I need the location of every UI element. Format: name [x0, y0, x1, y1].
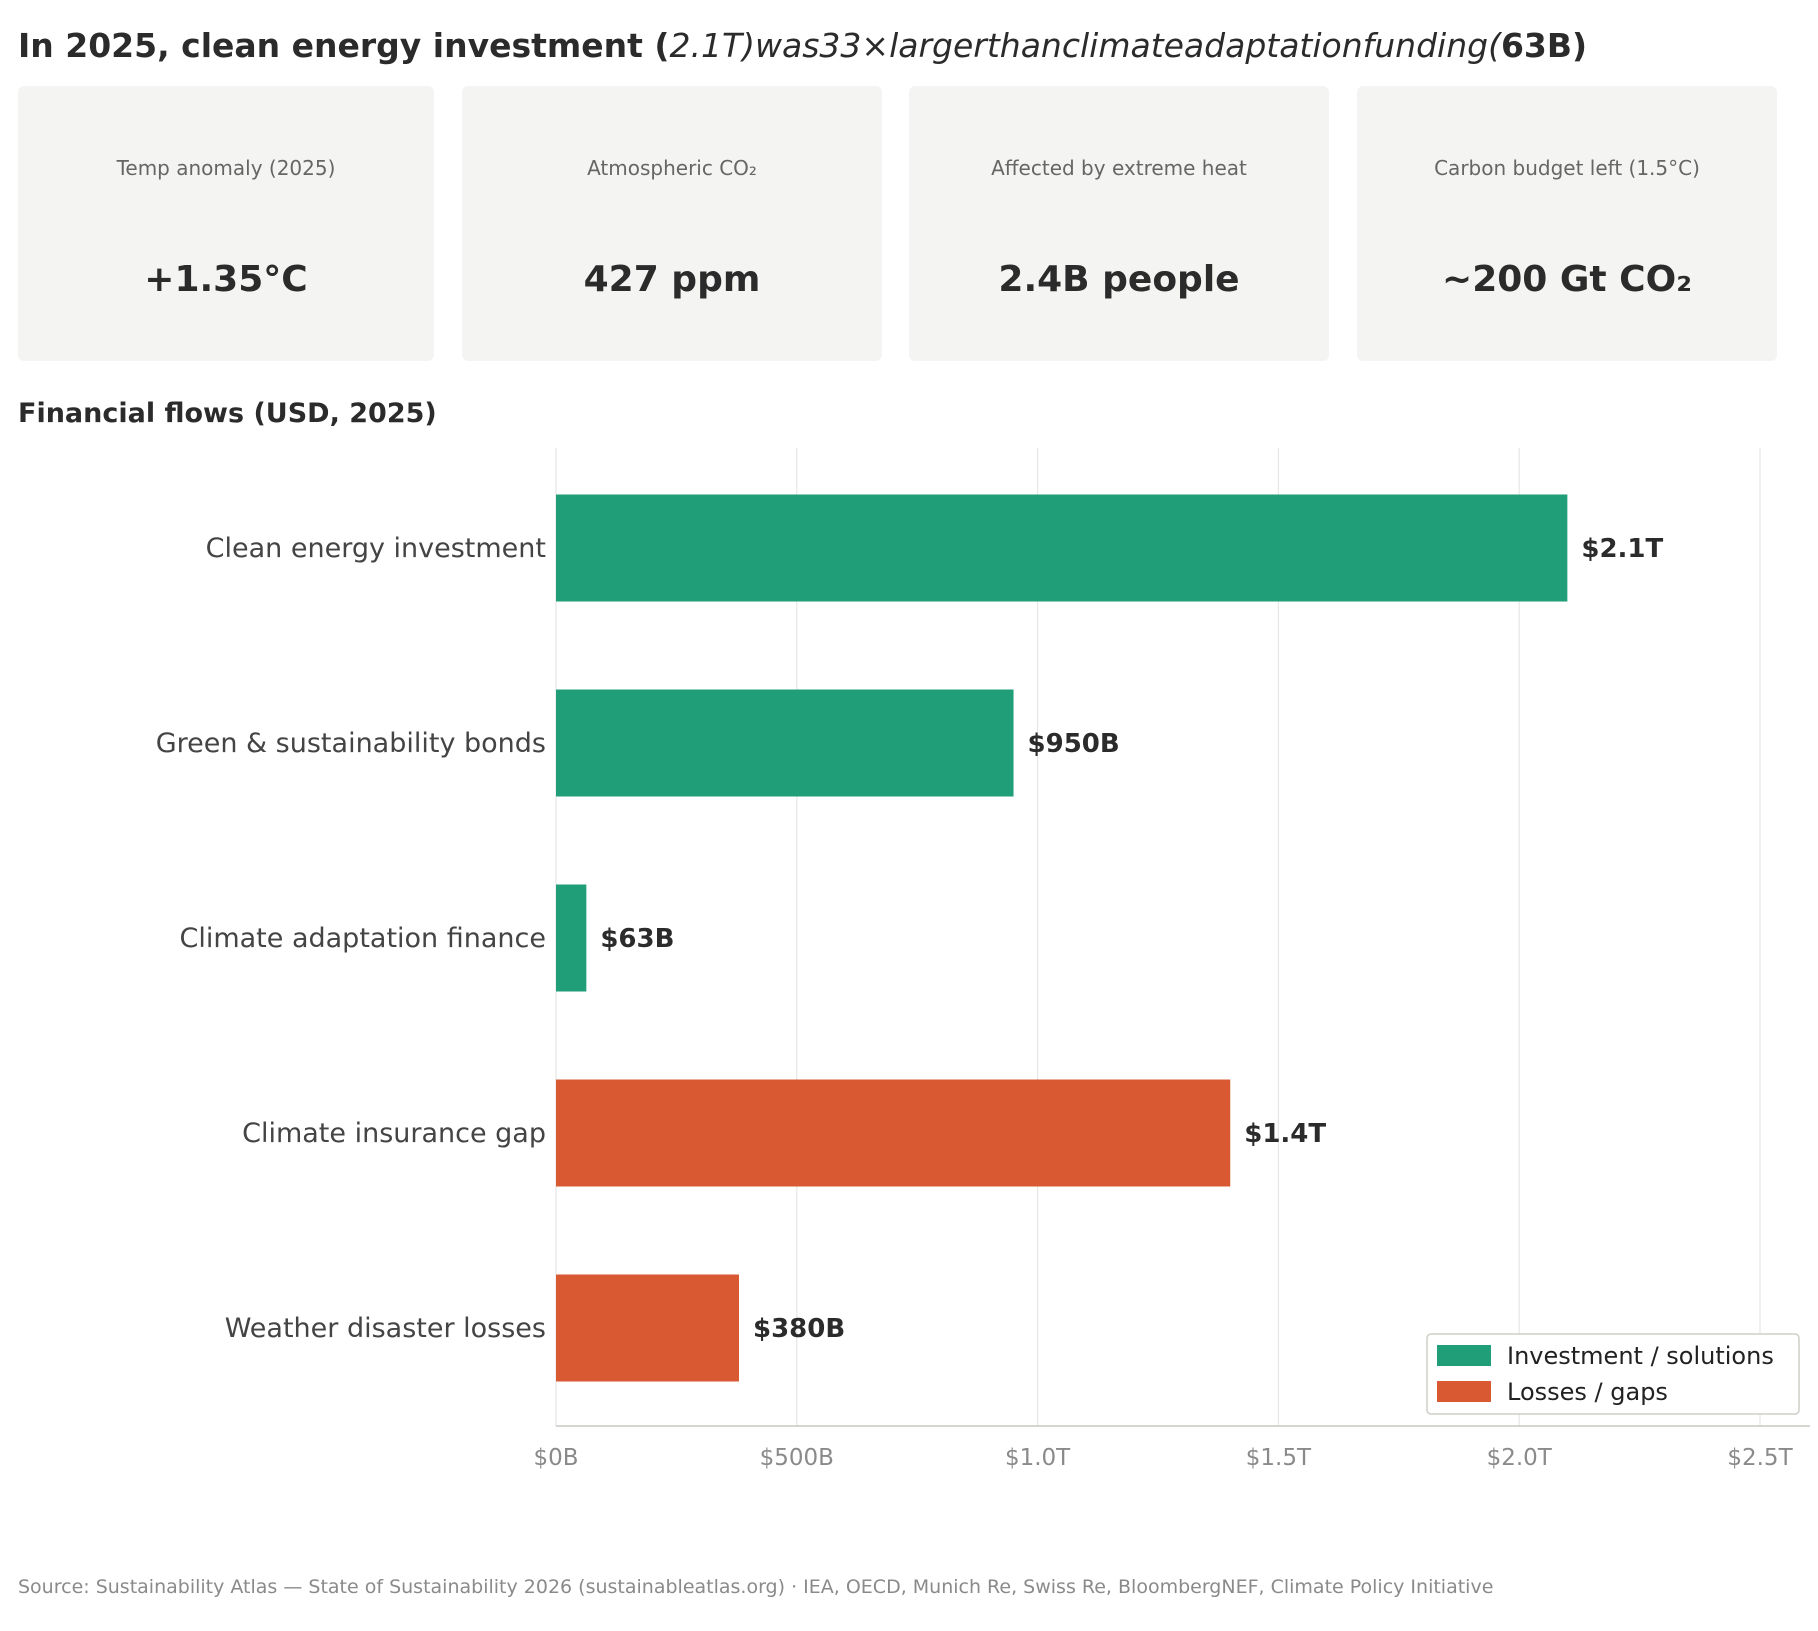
legend-box: [1426, 1333, 1800, 1415]
chart-headline: In 2025, clean energy investment (2.1T)w…: [18, 24, 1587, 68]
bar: [556, 1274, 740, 1382]
x-tick-label: $1.0T: [1005, 1445, 1071, 1471]
kpi-value: ~200 Gt CO₂: [1442, 259, 1692, 300]
legend-label: Losses / gaps: [1507, 1378, 1668, 1406]
legend-label: Investment / solutions: [1507, 1342, 1774, 1370]
category-label: Weather disaster losses: [225, 1313, 546, 1344]
kpi-label: Affected by extreme heat: [991, 156, 1247, 180]
data-label: $2.1T: [1581, 534, 1663, 564]
bar: [556, 494, 1568, 602]
x-tick-label: $1.5T: [1246, 1445, 1312, 1471]
category-label: Green & sustainability bonds: [156, 728, 546, 759]
kpi-card-temp-anomaly: Temp anomaly (2025) +1.35°C: [18, 86, 434, 361]
x-tick-label: $0B: [533, 1445, 578, 1471]
data-label: $380B: [753, 1314, 845, 1344]
x-tick-label: $2.5T: [1727, 1445, 1793, 1471]
kpi-label: Carbon budget left (1.5°C): [1434, 156, 1700, 180]
legend-swatch: [1437, 1381, 1491, 1402]
data-label: $1.4T: [1244, 1119, 1326, 1149]
kpi-value: 427 ppm: [583, 259, 761, 300]
headline-suffix: 63B): [1500, 26, 1588, 65]
bar: [556, 1079, 1231, 1187]
x-tick-label: $2.0T: [1487, 1445, 1553, 1471]
data-label: $63B: [600, 924, 674, 954]
kpi-value: 2.4B people: [998, 259, 1240, 300]
bar: [556, 689, 1014, 797]
kpi-card-co2: Atmospheric CO₂ 427 ppm: [462, 86, 882, 361]
category-label: Climate adaptation finance: [179, 923, 546, 954]
bar: [556, 884, 587, 992]
source-note: Source: Sustainability Atlas — State of …: [18, 1576, 1494, 1598]
kpi-label: Atmospheric CO₂: [587, 156, 757, 180]
kpi-label: Temp anomaly (2025): [116, 156, 336, 180]
x-tick-label: $500B: [760, 1445, 834, 1471]
legend-swatch: [1437, 1345, 1491, 1366]
kpi-value: +1.35°C: [144, 259, 308, 300]
category-label: Clean energy investment: [206, 533, 546, 564]
kpi-card-extreme-heat: Affected by extreme heat 2.4B people: [909, 86, 1329, 361]
category-label: Climate insurance gap: [242, 1118, 546, 1149]
headline-prefix: In 2025, clean energy investment (: [18, 26, 670, 65]
kpi-card-carbon-budget: Carbon budget left (1.5°C) ~200 Gt CO₂: [1357, 86, 1777, 361]
section-title: Financial flows (USD, 2025): [18, 398, 437, 429]
data-label: $950B: [1028, 729, 1120, 759]
headline-middle: 2.1T)was33×largerthanclimateadaptationfu…: [669, 26, 1501, 65]
